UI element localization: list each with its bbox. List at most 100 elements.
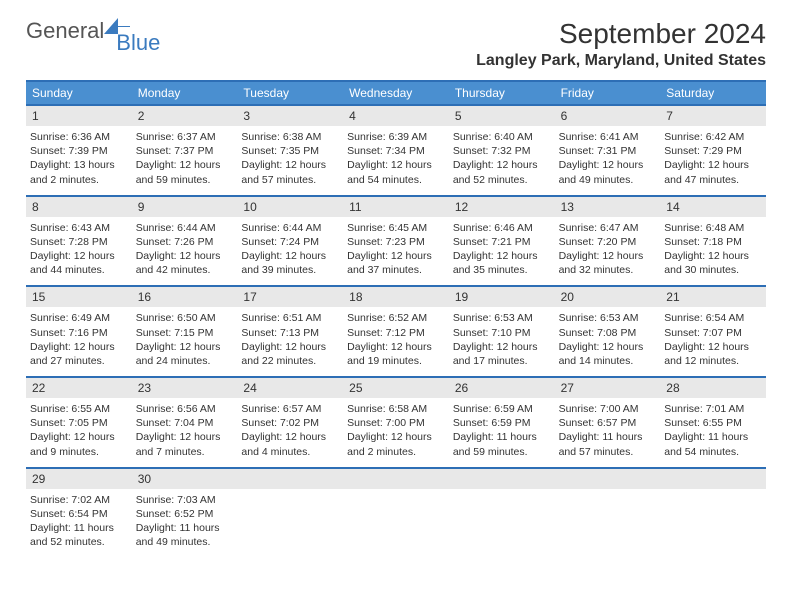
sunrise-line: Sunrise: 6:46 AM — [453, 221, 553, 235]
sunrise-line: Sunrise: 6:38 AM — [241, 130, 341, 144]
day-number: 10 — [237, 197, 343, 217]
sunset-line: Sunset: 7:39 PM — [30, 144, 130, 158]
daylight-line: Daylight: 11 hours and 59 minutes. — [453, 430, 553, 458]
sunset-line: Sunset: 6:57 PM — [559, 416, 659, 430]
day-number — [343, 469, 449, 489]
sunrise-line: Sunrise: 6:43 AM — [30, 221, 130, 235]
daylight-line: Daylight: 12 hours and 7 minutes. — [136, 430, 236, 458]
sunrise-line: Sunrise: 6:37 AM — [136, 130, 236, 144]
day-cell — [449, 489, 555, 558]
day-cell: Sunrise: 6:43 AMSunset: 7:28 PMDaylight:… — [26, 217, 132, 286]
sunset-line: Sunset: 7:26 PM — [136, 235, 236, 249]
day-number: 30 — [132, 469, 238, 489]
sunrise-line: Sunrise: 6:49 AM — [30, 311, 130, 325]
sunset-line: Sunset: 6:52 PM — [136, 507, 236, 521]
dow-cell: Tuesday — [237, 82, 343, 104]
sunrise-line: Sunrise: 6:59 AM — [453, 402, 553, 416]
sunrise-line: Sunrise: 6:42 AM — [664, 130, 764, 144]
sunrise-line: Sunrise: 6:45 AM — [347, 221, 447, 235]
sunset-line: Sunset: 7:02 PM — [241, 416, 341, 430]
daylight-line: Daylight: 11 hours and 54 minutes. — [664, 430, 764, 458]
daylight-line: Daylight: 12 hours and 49 minutes. — [559, 158, 659, 186]
day-number-row: 15161718192021 — [26, 285, 766, 307]
sunrise-line: Sunrise: 7:03 AM — [136, 493, 236, 507]
day-cell: Sunrise: 7:01 AMSunset: 6:55 PMDaylight:… — [660, 398, 766, 467]
day-number: 18 — [343, 287, 449, 307]
day-cell: Sunrise: 6:58 AMSunset: 7:00 PMDaylight:… — [343, 398, 449, 467]
sunset-line: Sunset: 7:31 PM — [559, 144, 659, 158]
header: General Blue September 2024 Langley Park… — [26, 18, 766, 70]
day-number: 5 — [449, 106, 555, 126]
day-number-row: 22232425262728 — [26, 376, 766, 398]
day-number-row: 2930 — [26, 467, 766, 489]
daylight-line: Daylight: 11 hours and 52 minutes. — [30, 521, 130, 549]
daylight-line: Daylight: 12 hours and 52 minutes. — [453, 158, 553, 186]
daylight-line: Daylight: 12 hours and 37 minutes. — [347, 249, 447, 277]
day-number: 25 — [343, 378, 449, 398]
day-number: 28 — [660, 378, 766, 398]
day-number: 21 — [660, 287, 766, 307]
daylight-line: Daylight: 12 hours and 32 minutes. — [559, 249, 659, 277]
dow-cell: Friday — [555, 82, 661, 104]
daylight-line: Daylight: 12 hours and 39 minutes. — [241, 249, 341, 277]
sunrise-line: Sunrise: 6:48 AM — [664, 221, 764, 235]
day-content-row: Sunrise: 7:02 AMSunset: 6:54 PMDaylight:… — [26, 489, 766, 558]
daylight-line: Daylight: 12 hours and 4 minutes. — [241, 430, 341, 458]
daylight-line: Daylight: 12 hours and 9 minutes. — [30, 430, 130, 458]
day-number: 23 — [132, 378, 238, 398]
day-number: 3 — [237, 106, 343, 126]
day-number: 7 — [660, 106, 766, 126]
dow-cell: Thursday — [449, 82, 555, 104]
daylight-line: Daylight: 12 hours and 17 minutes. — [453, 340, 553, 368]
daylight-line: Daylight: 12 hours and 59 minutes. — [136, 158, 236, 186]
day-cell: Sunrise: 6:41 AMSunset: 7:31 PMDaylight:… — [555, 126, 661, 195]
day-cell: Sunrise: 7:02 AMSunset: 6:54 PMDaylight:… — [26, 489, 132, 558]
sunset-line: Sunset: 7:21 PM — [453, 235, 553, 249]
sunrise-line: Sunrise: 6:56 AM — [136, 402, 236, 416]
day-number: 2 — [132, 106, 238, 126]
day-content-row: Sunrise: 6:49 AMSunset: 7:16 PMDaylight:… — [26, 307, 766, 376]
sunrise-line: Sunrise: 6:53 AM — [559, 311, 659, 325]
day-cell — [660, 489, 766, 558]
day-cell: Sunrise: 6:51 AMSunset: 7:13 PMDaylight:… — [237, 307, 343, 376]
sunrise-line: Sunrise: 6:53 AM — [453, 311, 553, 325]
day-number: 4 — [343, 106, 449, 126]
day-number: 27 — [555, 378, 661, 398]
sunrise-line: Sunrise: 6:44 AM — [136, 221, 236, 235]
day-number — [660, 469, 766, 489]
day-number: 8 — [26, 197, 132, 217]
sunset-line: Sunset: 7:29 PM — [664, 144, 764, 158]
sunrise-line: Sunrise: 6:57 AM — [241, 402, 341, 416]
day-number: 24 — [237, 378, 343, 398]
day-cell: Sunrise: 6:55 AMSunset: 7:05 PMDaylight:… — [26, 398, 132, 467]
daylight-line: Daylight: 12 hours and 54 minutes. — [347, 158, 447, 186]
day-number: 11 — [343, 197, 449, 217]
daylight-line: Daylight: 12 hours and 24 minutes. — [136, 340, 236, 368]
day-cell: Sunrise: 6:56 AMSunset: 7:04 PMDaylight:… — [132, 398, 238, 467]
calendar: SundayMondayTuesdayWednesdayThursdayFrid… — [26, 80, 766, 557]
day-content-row: Sunrise: 6:55 AMSunset: 7:05 PMDaylight:… — [26, 398, 766, 467]
day-number: 29 — [26, 469, 132, 489]
sunrise-line: Sunrise: 6:54 AM — [664, 311, 764, 325]
sunrise-line: Sunrise: 6:55 AM — [30, 402, 130, 416]
day-number: 16 — [132, 287, 238, 307]
day-cell — [237, 489, 343, 558]
day-number: 19 — [449, 287, 555, 307]
day-content-row: Sunrise: 6:36 AMSunset: 7:39 PMDaylight:… — [26, 126, 766, 195]
sunrise-line: Sunrise: 6:44 AM — [241, 221, 341, 235]
sunset-line: Sunset: 7:35 PM — [241, 144, 341, 158]
daylight-line: Daylight: 12 hours and 35 minutes. — [453, 249, 553, 277]
day-number: 17 — [237, 287, 343, 307]
sunrise-line: Sunrise: 6:58 AM — [347, 402, 447, 416]
day-cell: Sunrise: 6:38 AMSunset: 7:35 PMDaylight:… — [237, 126, 343, 195]
weeks-container: 1234567Sunrise: 6:36 AMSunset: 7:39 PMDa… — [26, 104, 766, 557]
day-cell: Sunrise: 6:44 AMSunset: 7:26 PMDaylight:… — [132, 217, 238, 286]
sunset-line: Sunset: 7:23 PM — [347, 235, 447, 249]
dow-cell: Monday — [132, 82, 238, 104]
day-number: 14 — [660, 197, 766, 217]
day-cell — [343, 489, 449, 558]
sunrise-line: Sunrise: 7:01 AM — [664, 402, 764, 416]
sunrise-line: Sunrise: 7:00 AM — [559, 402, 659, 416]
daylight-line: Daylight: 12 hours and 30 minutes. — [664, 249, 764, 277]
day-number: 9 — [132, 197, 238, 217]
